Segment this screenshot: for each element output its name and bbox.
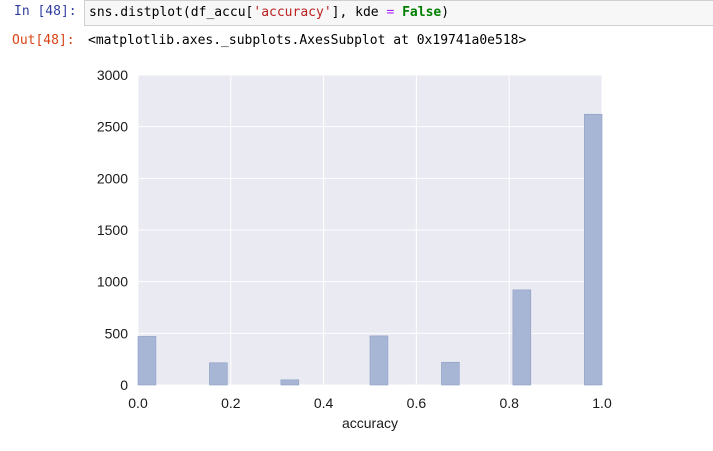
input-prompt: In [48]: <box>14 4 77 19</box>
x-tick-label: 0.6 <box>407 395 427 411</box>
x-tick-label: 0.8 <box>499 395 519 411</box>
y-tick-label: 2500 <box>97 119 128 135</box>
code-prefix: sns.distplot(df_accu[ <box>89 5 254 20</box>
histogram-bar <box>512 289 532 386</box>
x-tick-label: 0.4 <box>314 395 334 411</box>
histogram-bar <box>137 336 157 386</box>
x-tick-label: 0.2 <box>221 395 241 411</box>
input-cell[interactable]: In [48]: sns.distplot(df_accu['accuracy'… <box>0 0 713 28</box>
output-repr-text: <matplotlib.axes._subplots.AxesSubplot a… <box>88 33 527 48</box>
x-tick-label: 0.0 <box>128 395 148 411</box>
y-tick-label: 1500 <box>97 222 128 238</box>
code-string-literal: 'accuracy' <box>253 5 332 20</box>
y-tick-label: 2000 <box>97 170 128 186</box>
y-tick-label: 3000 <box>97 67 128 83</box>
histogram-bar <box>280 379 300 386</box>
y-tick-label: 500 <box>105 325 129 341</box>
code-suffix: ) <box>441 5 450 20</box>
histogram-bar <box>369 335 389 386</box>
y-tick-label: 1000 <box>97 274 128 290</box>
x-axis-ticks: 0.0 0.2 0.4 0.6 0.8 1.0 <box>128 395 612 411</box>
code-middle: ], kde <box>331 5 387 20</box>
y-axis-ticks: 0 500 1000 1500 2000 2500 3000 <box>97 67 128 393</box>
output-prompt: Out[48]: <box>12 33 75 48</box>
histogram-bar <box>441 361 460 386</box>
code-equals-operator: = <box>386 5 395 20</box>
code-editor[interactable]: sns.distplot(df_accu['accuracy'], kde = … <box>84 0 713 26</box>
histogram-bar <box>584 113 603 386</box>
code-keyword: False <box>402 5 442 20</box>
y-tick-label: 0 <box>120 377 128 393</box>
bars-group <box>137 113 603 386</box>
x-tick-label: 1.0 <box>592 395 612 411</box>
x-axis-label: accuracy <box>342 415 398 431</box>
histogram-bar <box>209 362 228 386</box>
